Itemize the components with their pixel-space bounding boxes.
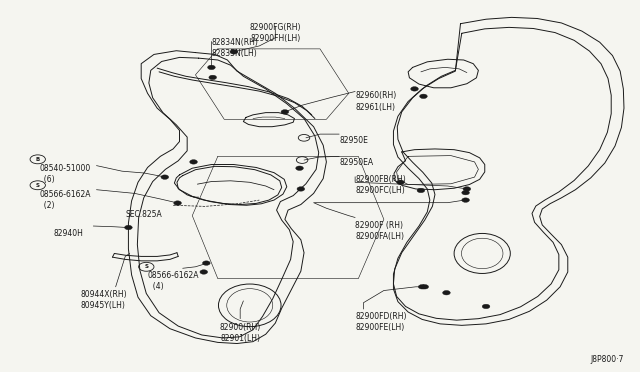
Text: 82900F (RH)
82900FA(LH): 82900F (RH) 82900FA(LH) <box>355 221 404 241</box>
Text: J8P800·7: J8P800·7 <box>590 355 623 363</box>
Circle shape <box>482 304 490 309</box>
Text: 08540-51000
  (6): 08540-51000 (6) <box>39 164 90 184</box>
Circle shape <box>411 87 419 91</box>
Circle shape <box>281 110 289 114</box>
Text: 82960(RH)
82961(LH): 82960(RH) 82961(LH) <box>355 92 396 112</box>
Circle shape <box>420 94 428 99</box>
Text: B: B <box>36 157 40 162</box>
Circle shape <box>463 187 470 191</box>
Circle shape <box>421 285 429 289</box>
Circle shape <box>161 175 169 179</box>
Text: 82940H: 82940H <box>53 229 83 238</box>
Circle shape <box>202 261 210 265</box>
Circle shape <box>417 188 425 193</box>
Text: 82950EA: 82950EA <box>339 158 373 167</box>
Text: S: S <box>144 264 148 269</box>
Text: 82900FB(RH)
82900FC(LH): 82900FB(RH) 82900FC(LH) <box>355 175 406 195</box>
Circle shape <box>209 75 216 80</box>
Circle shape <box>462 198 469 202</box>
Text: 82900(RH)
82901(LH): 82900(RH) 82901(LH) <box>220 323 260 343</box>
Circle shape <box>230 49 237 54</box>
Circle shape <box>200 270 207 274</box>
Circle shape <box>397 180 404 185</box>
Text: 82900FG(RH)
82900FH(LH): 82900FG(RH) 82900FH(LH) <box>250 23 301 43</box>
Text: 82834N(RH)
82835N(LH): 82834N(RH) 82835N(LH) <box>211 38 259 58</box>
Circle shape <box>297 187 305 191</box>
Circle shape <box>462 190 469 195</box>
Text: 08566-6162A
  (2): 08566-6162A (2) <box>39 190 90 210</box>
Circle shape <box>189 160 197 164</box>
Text: SEC.825A: SEC.825A <box>125 210 162 219</box>
Circle shape <box>419 285 426 289</box>
Circle shape <box>443 291 451 295</box>
Text: 82950E: 82950E <box>339 136 368 145</box>
Text: 08566-6162A
  (4): 08566-6162A (4) <box>148 271 199 291</box>
Text: 80944X(RH)
80945Y(LH): 80944X(RH) 80945Y(LH) <box>81 290 127 310</box>
Circle shape <box>125 225 132 230</box>
Text: 82900FD(RH)
82900FE(LH): 82900FD(RH) 82900FE(LH) <box>355 312 406 332</box>
Circle shape <box>296 166 303 170</box>
Circle shape <box>207 65 215 70</box>
Circle shape <box>173 201 181 205</box>
Text: S: S <box>36 183 40 188</box>
